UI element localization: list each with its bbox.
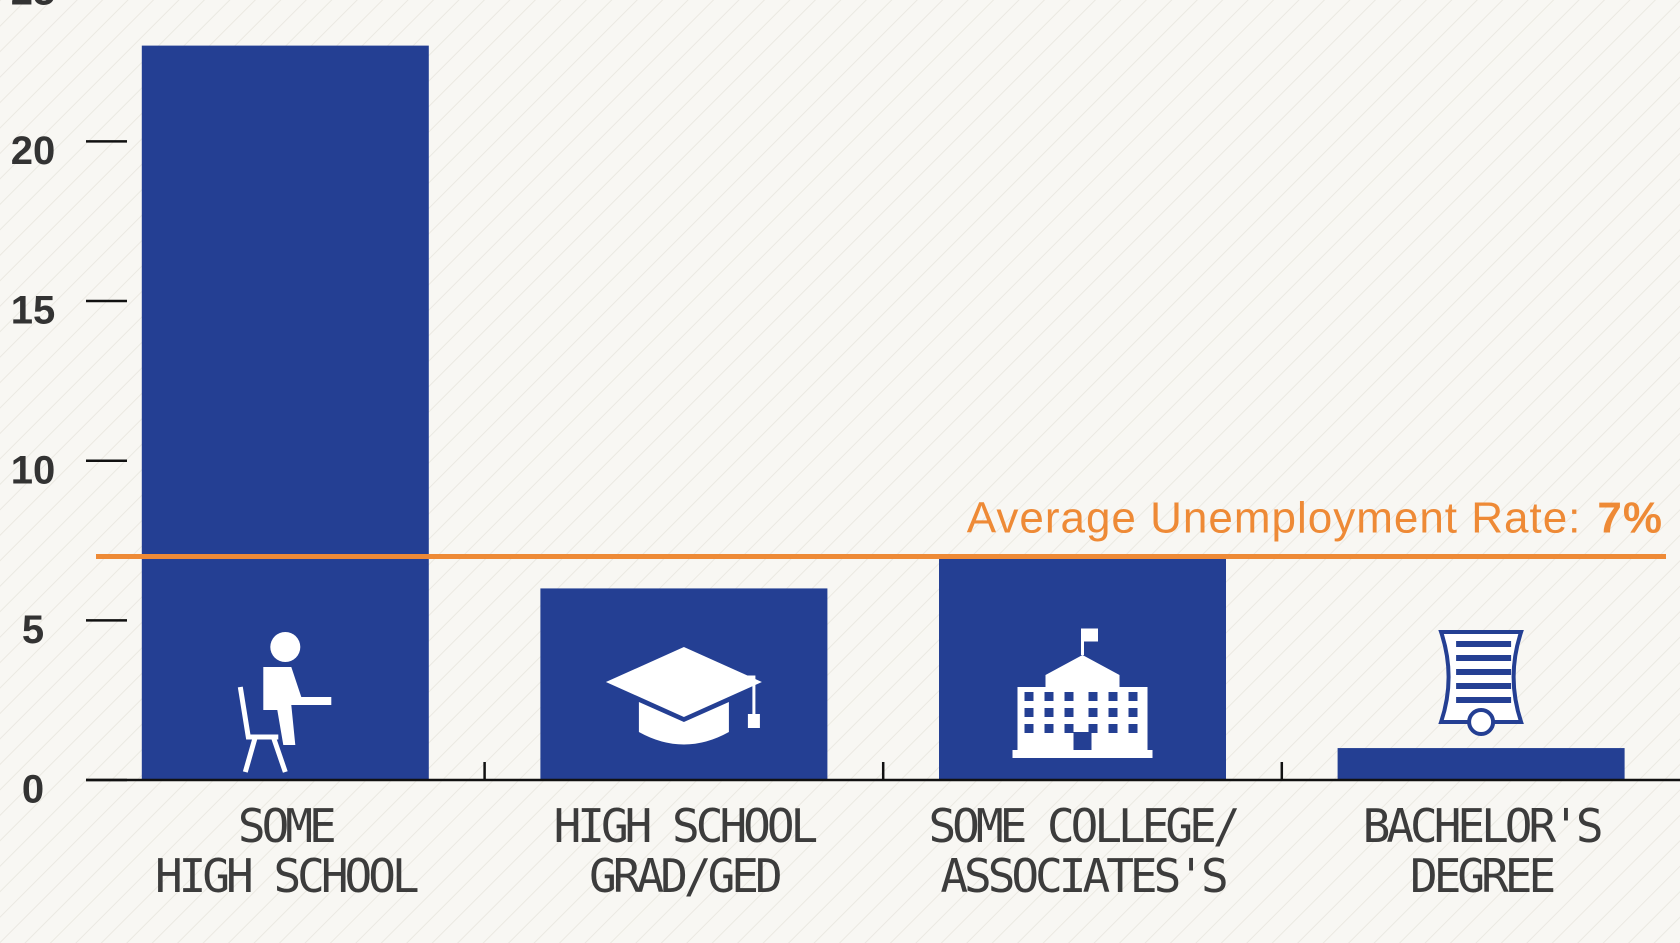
bar <box>1337 748 1625 780</box>
icon <box>747 714 760 728</box>
x-tick-label: SOME HIGH SCHOOL <box>155 799 418 903</box>
icon <box>605 647 762 717</box>
bar-icon <box>1438 630 1524 736</box>
x-tick-label: BACHELOR'S DEGREE <box>1363 799 1601 903</box>
icon <box>1088 708 1098 717</box>
icon <box>1128 724 1138 733</box>
icon <box>237 686 288 773</box>
icon <box>1108 724 1118 733</box>
icon <box>1128 708 1138 717</box>
annotation-value: 7% <box>1597 493 1663 542</box>
icon <box>1064 708 1074 717</box>
icon <box>1024 692 1034 701</box>
y-tick-label: 25 <box>11 0 56 13</box>
icon <box>1467 708 1496 736</box>
icon <box>1064 724 1074 733</box>
y-tick-label: 20 <box>11 129 56 173</box>
x-tick-label: HIGH SCHOOL GRAD/GED <box>554 799 817 903</box>
icon <box>1081 628 1098 655</box>
icon <box>1024 724 1034 733</box>
bar-icon <box>605 647 762 745</box>
annotation-text: Average Unemployment Rate: <box>967 493 1582 542</box>
icon <box>1108 692 1118 701</box>
icon <box>1044 692 1054 701</box>
icon <box>638 702 729 745</box>
y-tick-label: 10 <box>11 448 56 492</box>
annotation: Average Unemployment Rate: 7% <box>967 493 1663 542</box>
icon <box>1024 708 1034 717</box>
y-tick-label: 0 <box>22 768 44 812</box>
icon <box>1044 724 1054 733</box>
icon <box>1064 692 1074 701</box>
icon <box>1128 692 1138 701</box>
icon <box>1073 732 1092 750</box>
icon <box>270 632 301 662</box>
y-tick-label: 15 <box>11 289 56 333</box>
icon <box>683 675 756 717</box>
icon <box>1108 708 1118 717</box>
icon <box>1044 708 1054 717</box>
bar-icon <box>1012 628 1153 758</box>
icon <box>1088 692 1098 701</box>
icon <box>263 667 332 745</box>
y-tick-label: 5 <box>22 608 44 652</box>
bar-icon <box>237 632 332 773</box>
x-tick-label: SOME COLLEGE/ASSOCIATES'S <box>928 799 1237 903</box>
icon <box>1088 724 1098 733</box>
icon <box>1012 750 1153 758</box>
